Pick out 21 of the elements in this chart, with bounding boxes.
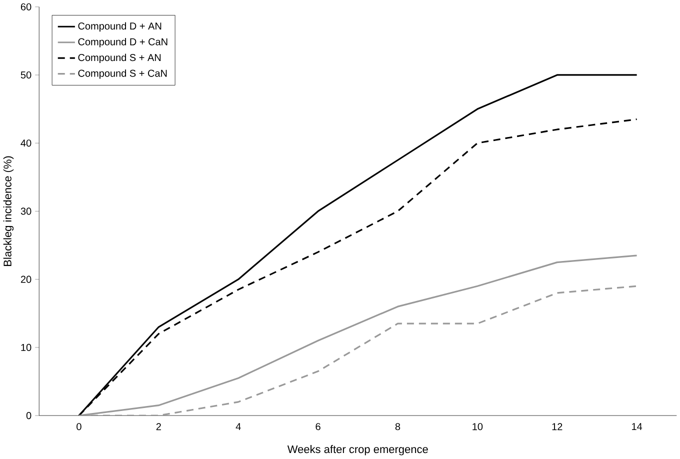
y-tick-label: 10 bbox=[21, 344, 32, 352]
y-axis-title: Blackleg incidence (%) bbox=[3, 156, 14, 266]
x-tick-label: 12 bbox=[552, 423, 562, 430]
x-tick-label: 10 bbox=[472, 423, 483, 430]
x-tick-label: 0 bbox=[76, 423, 82, 430]
x-tick-label: 2 bbox=[156, 423, 161, 430]
y-tick-label: 20 bbox=[20, 276, 32, 284]
x-tick-label: 6 bbox=[316, 423, 320, 430]
x-tick-label: 14 bbox=[632, 423, 642, 430]
y-tick-label: 60 bbox=[20, 4, 32, 11]
y-tick-label: 30 bbox=[20, 208, 32, 215]
y-tick-label: 50 bbox=[20, 72, 32, 79]
legend-label: Compound D + CaN bbox=[78, 38, 168, 48]
x-axis-title: Weeks after crop emergence bbox=[287, 445, 428, 456]
legend-label: Compound D + AN bbox=[78, 22, 162, 32]
y-tick-label: 0 bbox=[26, 412, 32, 420]
legend-label: Compound S + AN bbox=[78, 54, 161, 64]
legend-label: Compound S + CaN bbox=[78, 70, 167, 79]
x-tick-label: 8 bbox=[395, 423, 400, 430]
x-tick-label: 4 bbox=[236, 423, 241, 430]
y-tick-label: 40 bbox=[20, 140, 32, 147]
